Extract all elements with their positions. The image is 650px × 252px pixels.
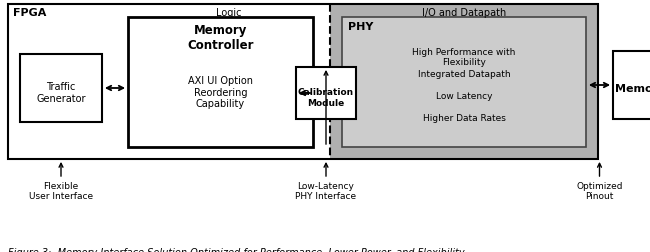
Text: PHY: PHY	[348, 22, 373, 32]
Text: Logic: Logic	[216, 8, 242, 18]
Bar	[330, 5, 598, 159]
Bar	[8, 5, 598, 159]
Text: I/O and Datapath: I/O and Datapath	[422, 8, 506, 18]
Bar	[128, 18, 313, 147]
Text: Flexible
User Interface: Flexible User Interface	[29, 181, 93, 201]
Bar	[296, 68, 356, 119]
Text: Low Latency: Low Latency	[436, 92, 492, 101]
Bar	[613, 52, 650, 119]
Text: AXI UI Option
Reordering
Capability: AXI UI Option Reordering Capability	[188, 76, 253, 109]
Text: High Performance with
Flexibility: High Performance with Flexibility	[412, 48, 515, 67]
Text: Figure 3:  Memory Interface Solution Optimized for Performance, Lower Power, and: Figure 3: Memory Interface Solution Opti…	[8, 247, 465, 252]
Bar	[342, 18, 586, 147]
Text: Traffic
Generator: Traffic Generator	[36, 82, 86, 103]
Bar	[20, 55, 102, 122]
Text: Memory
Controller: Memory Controller	[187, 24, 254, 52]
Text: Memory: Memory	[616, 84, 650, 94]
Text: Low-Latency
PHY Interface: Low-Latency PHY Interface	[296, 181, 357, 201]
Text: Calibration
Module: Calibration Module	[298, 88, 354, 107]
Text: FPGA: FPGA	[13, 8, 46, 18]
Text: Optimized
Pinout: Optimized Pinout	[577, 181, 623, 201]
Text: Integrated Datapath: Integrated Datapath	[418, 70, 510, 79]
Text: Higher Data Rates: Higher Data Rates	[422, 114, 506, 122]
